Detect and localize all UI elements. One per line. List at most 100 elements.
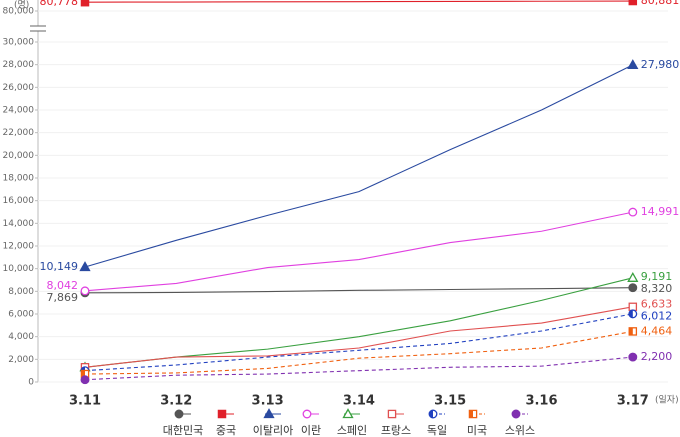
marker-shape bbox=[217, 409, 227, 419]
x-tick-label: 3.11 bbox=[69, 394, 101, 409]
y-tick-label: 28,000 bbox=[3, 60, 35, 70]
axis-break bbox=[30, 26, 46, 31]
series-line bbox=[84, 0, 633, 3]
marker-shape bbox=[627, 59, 639, 70]
legend-label: 대한민국 bbox=[163, 424, 203, 437]
x-tick-label: 3.13 bbox=[252, 394, 284, 409]
marker bbox=[627, 59, 639, 70]
marker-shape bbox=[80, 286, 90, 296]
marker-shape bbox=[174, 409, 184, 419]
value-label: 10,149 bbox=[40, 260, 79, 273]
marker-half bbox=[629, 310, 633, 318]
y-tick-label: 80,000 bbox=[3, 7, 35, 17]
legend-label: 이탈리아 bbox=[253, 424, 293, 437]
y-tick-label: 18,000 bbox=[3, 174, 35, 184]
y-tick-label: 2,000 bbox=[8, 355, 34, 365]
legend-item: 스페인 bbox=[337, 408, 367, 437]
series-line bbox=[84, 356, 633, 381]
value-label: 2,200 bbox=[641, 350, 673, 363]
value-label: 14,991 bbox=[641, 205, 680, 218]
legend-marker bbox=[511, 409, 521, 419]
marker-shape bbox=[80, 0, 90, 7]
marker bbox=[628, 302, 638, 312]
marker-shape bbox=[628, 352, 638, 362]
y-tick-label: 24,000 bbox=[3, 106, 35, 116]
legend-item: 스위스 bbox=[505, 409, 535, 437]
legend-item: 대한민국 bbox=[163, 409, 203, 437]
marker bbox=[628, 327, 638, 336]
marker bbox=[628, 207, 638, 217]
marker-shape bbox=[628, 207, 638, 217]
marker-half bbox=[629, 327, 633, 336]
legend-item: 프랑스 bbox=[381, 409, 411, 437]
y-tick-label: 6,000 bbox=[8, 310, 34, 320]
legend-marker bbox=[174, 409, 184, 419]
legend-label: 중국 bbox=[216, 424, 236, 437]
marker bbox=[628, 309, 638, 319]
marker bbox=[80, 0, 90, 7]
x-tick-label: 3.15 bbox=[434, 394, 466, 409]
value-label: 27,980 bbox=[641, 58, 680, 71]
value-label: 6,012 bbox=[641, 309, 673, 322]
legend-marker bbox=[387, 409, 397, 419]
marker-shape bbox=[627, 272, 639, 282]
y-tick-label: 10,000 bbox=[3, 264, 35, 274]
legend-item: 독일 bbox=[427, 409, 447, 437]
y-unit: (명) bbox=[14, 0, 29, 11]
y-tick-label: 8,000 bbox=[8, 287, 34, 297]
value-label: 8,320 bbox=[641, 282, 673, 295]
marker-shape bbox=[263, 408, 275, 419]
marker-shape bbox=[387, 409, 397, 419]
marker-shape bbox=[628, 283, 638, 293]
legend-label: 프랑스 bbox=[381, 424, 411, 437]
marker-shape bbox=[511, 409, 521, 419]
value-label: 7,869 bbox=[47, 291, 79, 304]
value-label: 8,042 bbox=[47, 279, 79, 292]
value-label: 80,881 bbox=[641, 0, 680, 7]
legend-label: 이란 bbox=[301, 424, 321, 437]
y-tick-label: 22,000 bbox=[3, 128, 35, 138]
marker-half bbox=[81, 370, 85, 378]
marker-shape bbox=[302, 409, 312, 419]
value-label: 80,778 bbox=[40, 0, 79, 8]
x-tick-label: 3.16 bbox=[525, 394, 557, 409]
value-label: 9,191 bbox=[641, 270, 673, 283]
legend-item: 중국 bbox=[216, 409, 236, 437]
marker bbox=[80, 286, 90, 296]
legend-item: 이탈리아 bbox=[253, 408, 293, 437]
marker-shape bbox=[628, 302, 638, 312]
marker bbox=[80, 375, 90, 385]
marker bbox=[628, 283, 638, 293]
legend-label: 독일 bbox=[427, 423, 447, 437]
marker-half bbox=[429, 410, 433, 418]
marker bbox=[79, 261, 91, 272]
x-unit: (일자) bbox=[655, 395, 679, 406]
legend-label: 스위스 bbox=[505, 424, 535, 437]
series-line bbox=[84, 64, 634, 268]
marker bbox=[627, 272, 639, 282]
value-label: 6,633 bbox=[641, 297, 673, 310]
series-line bbox=[84, 306, 633, 368]
legend-marker bbox=[468, 409, 478, 419]
marker-shape bbox=[79, 261, 91, 272]
y-tick-label: 20,000 bbox=[3, 151, 35, 161]
marker-shape bbox=[80, 375, 90, 385]
marker-shape bbox=[628, 0, 638, 6]
value-label: 4,464 bbox=[641, 324, 673, 337]
series-line bbox=[84, 287, 633, 294]
y-tick-label: 14,000 bbox=[3, 219, 35, 229]
legend-label: 스페인 bbox=[337, 424, 367, 437]
marker bbox=[628, 352, 638, 362]
legend-marker bbox=[217, 409, 227, 419]
x-tick-label: 3.17 bbox=[617, 394, 649, 409]
series-line bbox=[84, 313, 633, 372]
legend-marker bbox=[342, 408, 354, 419]
y-tick-label: 16,000 bbox=[3, 196, 35, 206]
x-tick-label: 3.14 bbox=[343, 394, 375, 409]
series-line bbox=[84, 330, 633, 375]
y-tick-label: 26,000 bbox=[3, 83, 35, 93]
marker bbox=[628, 0, 638, 6]
y-tick-label: 4,000 bbox=[8, 332, 34, 342]
legend-item: 이란 bbox=[301, 409, 321, 437]
